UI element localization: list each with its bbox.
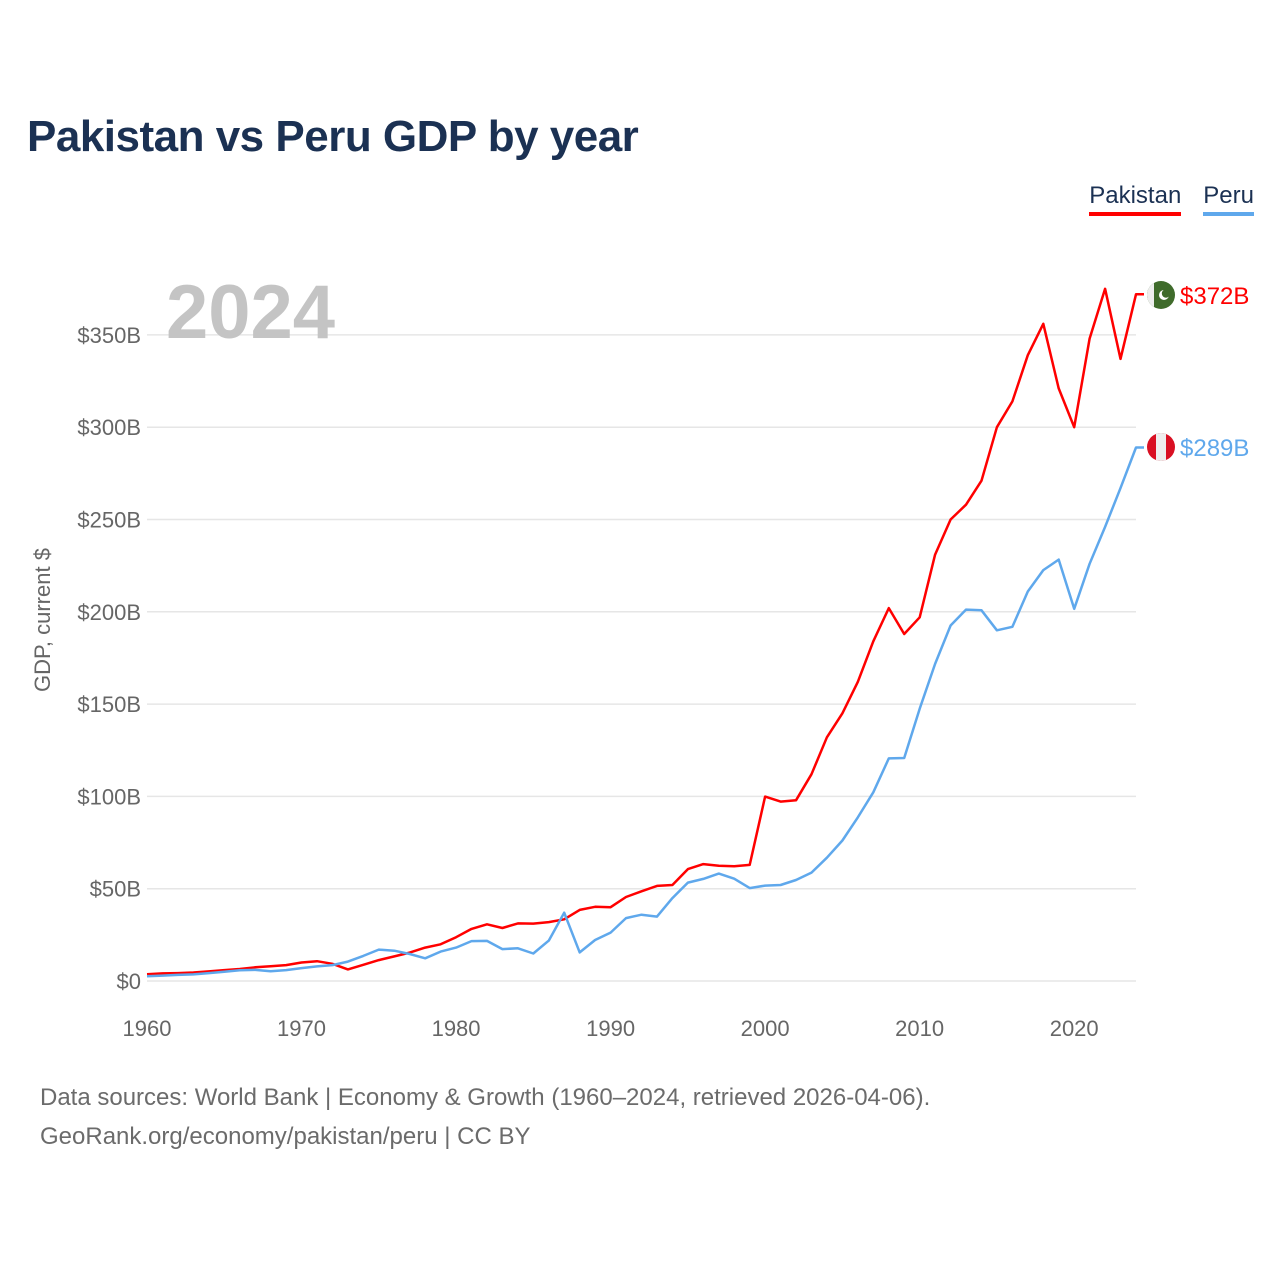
y-axis-label: GDP, current $ — [30, 548, 55, 692]
x-tick-label: 2020 — [1050, 1016, 1099, 1041]
series-line-peru — [146, 446, 1144, 978]
series-line-pakistan — [146, 287, 1144, 976]
x-tick-label: 1980 — [432, 1016, 481, 1041]
year-watermark: 2024 — [166, 270, 335, 355]
y-tick-label: $0 — [117, 969, 141, 994]
legend-item-peru[interactable]: Peru — [1203, 182, 1254, 216]
end-value-label-pakistan: $372B — [1180, 283, 1249, 310]
y-tick-label: $50B — [90, 877, 141, 902]
peru-flag-icon — [1147, 433, 1175, 461]
page-title: Pakistan vs Peru GDP by year — [27, 112, 639, 161]
y-tick-label: $100B — [77, 784, 141, 809]
x-tick-label: 1970 — [277, 1016, 326, 1041]
x-tick-label: 2000 — [741, 1016, 790, 1041]
x-tick-label: 1990 — [586, 1016, 635, 1041]
y-tick-label: $150B — [77, 692, 141, 717]
y-tick-label: $250B — [77, 508, 141, 533]
footer-attribution[interactable]: GeoRank.org/economy/pakistan/peru | CC B… — [40, 1123, 531, 1150]
legend-item-pakistan[interactable]: Pakistan — [1089, 182, 1182, 216]
legend: Pakistan Peru — [1089, 182, 1254, 216]
footer-sources: Data sources: World Bank | Economy & Gro… — [40, 1084, 931, 1111]
y-tick-label: $300B — [77, 415, 141, 440]
y-tick-label: $350B — [77, 323, 141, 348]
pakistan-flag-icon — [1147, 281, 1175, 309]
y-tick-label: $200B — [77, 600, 141, 625]
x-tick-label: 2010 — [895, 1016, 944, 1041]
end-value-label-peru: $289B — [1180, 435, 1249, 462]
x-tick-label: 1960 — [123, 1016, 172, 1041]
